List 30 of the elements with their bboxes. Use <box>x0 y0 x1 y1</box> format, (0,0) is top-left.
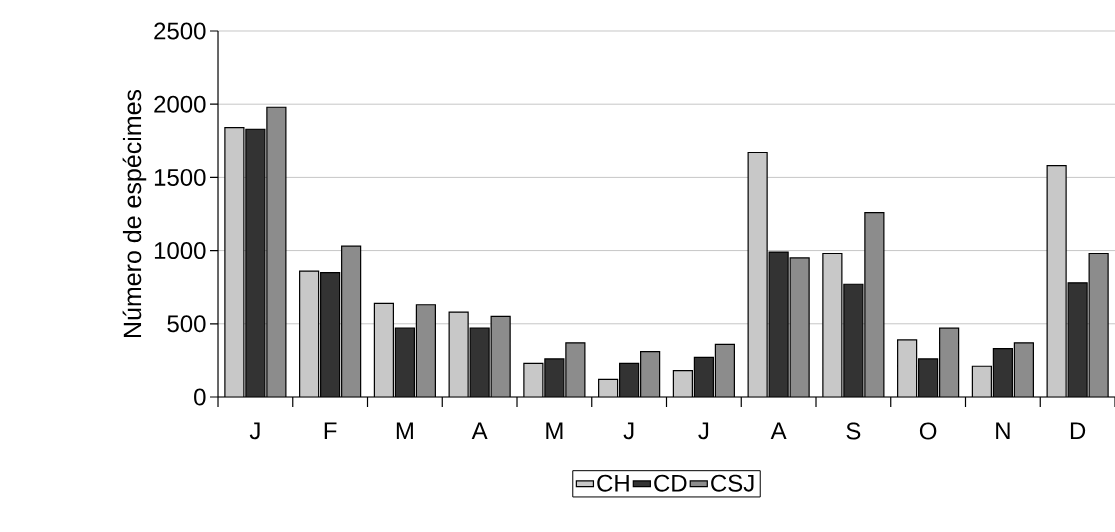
x-tick-label: A <box>770 422 787 440</box>
x-tick-label: J <box>623 422 634 440</box>
x-tick-label: M <box>396 422 413 440</box>
x-tick-label: J <box>249 422 260 440</box>
bar <box>673 370 693 397</box>
x-tick-label: N <box>996 422 1010 440</box>
y-tick-label: 2000 <box>154 95 206 113</box>
x-tick-label: F <box>324 422 337 440</box>
bar <box>897 339 917 397</box>
bar <box>416 304 436 397</box>
bar <box>1014 342 1034 397</box>
bar <box>341 246 361 397</box>
y-tick-label: 1500 <box>154 168 206 186</box>
legend-label: CD <box>654 474 687 492</box>
y-tick-label: 2500 <box>154 22 206 40</box>
bar <box>939 328 959 397</box>
legend-label: CH <box>597 474 629 492</box>
y-tick-label: 500 <box>167 315 206 333</box>
y-tick-label: 1000 <box>154 242 206 260</box>
x-tick-label: M <box>546 422 563 440</box>
x-tick-label: A <box>471 422 488 440</box>
x-tick-label: O <box>919 422 937 440</box>
bar <box>640 351 660 397</box>
y-axis-title: Número de espécimes <box>122 89 147 337</box>
x-tick-label: J <box>698 422 709 440</box>
y-tick-label: 0 <box>194 388 206 406</box>
bar <box>715 344 735 397</box>
legend-label: CSJ <box>711 474 754 492</box>
x-tick-label: S <box>846 422 861 440</box>
x-tick-label: D <box>1070 422 1086 440</box>
